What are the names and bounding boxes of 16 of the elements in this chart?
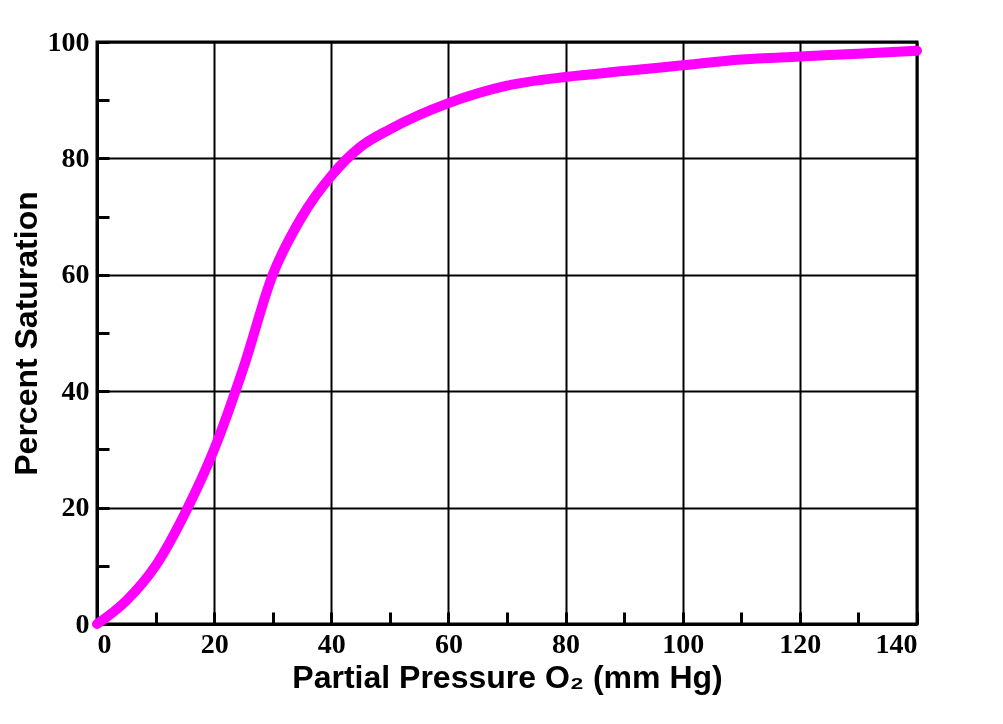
y-tick-label: 0 <box>75 607 90 639</box>
y-tick-label: 40 <box>61 374 90 406</box>
x-tick-label: 100 <box>662 627 705 659</box>
x-tick-label: 40 <box>317 627 346 659</box>
x-tick-label: 0 <box>97 627 112 659</box>
x-axis-title: Partial Pressure O₂ (mm Hg) <box>292 658 723 695</box>
y-tick-label: 80 <box>61 141 90 173</box>
x-tick-label: 80 <box>552 627 581 659</box>
x-tick-label: 60 <box>434 627 463 659</box>
y-tick-label: 20 <box>61 491 90 523</box>
x-tick-label: 140 <box>875 627 918 659</box>
x-tick-label: 20 <box>200 627 229 659</box>
x-tick-label: 120 <box>779 627 822 659</box>
y-tick-label: 60 <box>61 258 90 290</box>
y-tick-label: 100 <box>47 25 90 57</box>
y-axis-title: Percent Saturation <box>7 191 44 476</box>
